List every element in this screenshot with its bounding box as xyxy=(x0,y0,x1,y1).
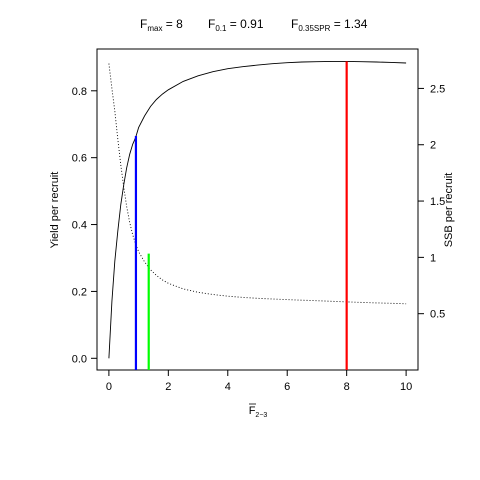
title-fspr: F0.35SPR = 1.34 xyxy=(291,17,368,33)
x-axis-label: F2−3 xyxy=(249,405,268,419)
title-fmax: Fmax = 8 xyxy=(140,17,183,33)
y-right-tick-label: 1.5 xyxy=(430,196,445,208)
x-tick-label: 10 xyxy=(400,381,412,393)
ssb-per-recruit-line xyxy=(108,63,407,305)
y-left-tick-label: 0.8 xyxy=(72,86,87,98)
x-tick-label: 4 xyxy=(225,381,231,393)
y-right-tick-label: 1 xyxy=(430,252,436,264)
y-right-tick-label: 2.5 xyxy=(430,83,445,95)
y-left-tick-label: 0.2 xyxy=(72,286,87,298)
y-right-tick-label: 2 xyxy=(430,140,436,152)
x-tick-label: 0 xyxy=(106,381,112,393)
x-tick-label: 8 xyxy=(344,381,350,393)
x-tick-label: 6 xyxy=(284,381,290,393)
y-right-tick-label: 0.5 xyxy=(430,309,445,321)
chart-marks xyxy=(108,60,407,370)
yield-per-recruit-line xyxy=(108,60,407,359)
title-f01: F0.1 = 0.91 xyxy=(208,17,264,33)
y-left-tick-label: 0.6 xyxy=(72,153,87,165)
axis-ticks: 0 2 4 6 8 10 0.0 0.2 0.4 0.6 0.8 0.5 1 1.5 2 2.5 xyxy=(72,83,446,393)
x-tick-label: 2 xyxy=(165,381,171,393)
plot-frame xyxy=(96,48,419,371)
y-left-tick-label: 0.0 xyxy=(72,353,87,365)
y-axis-right-label: SSB per recruit xyxy=(443,173,455,248)
y-left-tick-label: 0.4 xyxy=(72,220,87,232)
y-axis-left-label: Yield per recruit xyxy=(49,172,61,249)
